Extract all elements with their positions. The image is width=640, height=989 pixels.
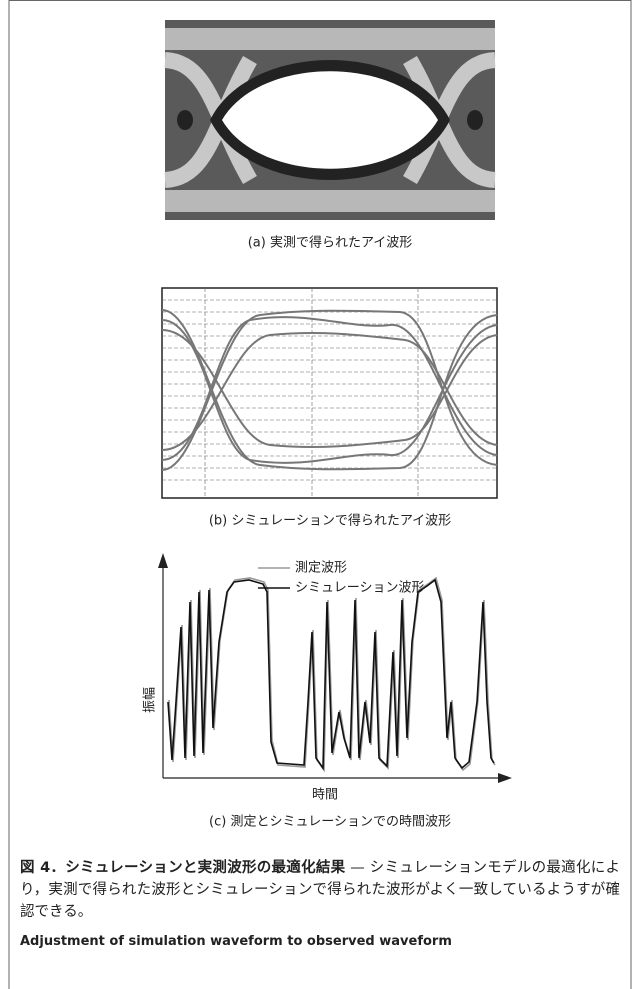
figure: (a) 実測で得られたアイ波形 (b) シミュレーションで得られたアイ波形 測定… (0, 0, 640, 989)
panel-caption: (b) シミュレーションで得られたアイ波形 (209, 513, 451, 529)
eye-diagram-simulated (162, 288, 497, 498)
figure-caption: 図 4．シミュレーションと実測波形の最適化結果 — シミュレーションモデルの最適… (20, 857, 620, 923)
page: (a) 実測で得られたアイ波形 (b) シミュレーションで得られたアイ波形 測定… (0, 0, 640, 989)
eye-diagram-measured (165, 20, 495, 220)
english-caption: Adjustment of simulation waveform to obs… (20, 934, 452, 949)
legend-label: 測定波形 (295, 561, 347, 576)
panel-caption: (c) 測定とシミュレーションでの時間波形 (209, 815, 451, 830)
caption-label: 図 4．シミュレーションと実測波形の最適化結果 (20, 860, 345, 876)
x-axis-label: 時間 (312, 788, 338, 803)
legend-label: シミュレーション波形 (295, 581, 424, 596)
panel-caption: (a) 実測で得られたアイ波形 (248, 235, 413, 251)
y-axis-label: 振幅 (143, 687, 158, 713)
